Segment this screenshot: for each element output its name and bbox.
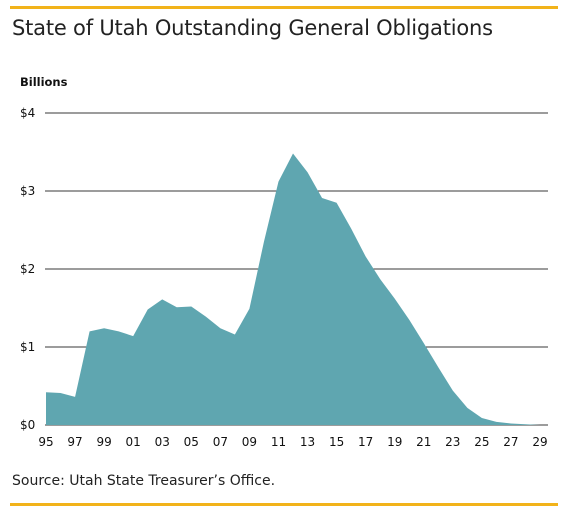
x-tick-label: 03: [155, 435, 170, 449]
x-tick-label: 11: [271, 435, 286, 449]
y-tick-label: $1: [20, 340, 35, 354]
x-tick-label: 27: [503, 435, 518, 449]
x-tick-label: 17: [358, 435, 373, 449]
x-tick-label: 09: [242, 435, 257, 449]
x-tick-label: 01: [126, 435, 141, 449]
source-note: Source: Utah State Treasurer’s Office.: [12, 473, 276, 489]
x-tick-label: 15: [329, 435, 344, 449]
x-tick-label: 97: [67, 435, 82, 449]
y-tick-label: $2: [20, 262, 35, 276]
x-tick-label: 19: [387, 435, 402, 449]
y-tick-label: $3: [20, 184, 35, 198]
x-tick-label: 29: [532, 435, 547, 449]
x-tick-label: 95: [38, 435, 53, 449]
top-accent-rule: [10, 6, 558, 9]
y-tick-label: $0: [20, 418, 35, 432]
x-tick-label: 21: [416, 435, 431, 449]
area-series: [46, 153, 540, 425]
chart-title: State of Utah Outstanding General Obliga…: [12, 16, 493, 40]
y-axis-label: Billions: [20, 75, 68, 89]
x-tick-label: 99: [96, 435, 111, 449]
x-tick-label: 07: [213, 435, 228, 449]
x-tick-label: 25: [474, 435, 489, 449]
x-tick-label: 23: [445, 435, 460, 449]
x-tick-label: 13: [300, 435, 315, 449]
y-tick-label: $4: [20, 106, 35, 120]
x-tick-label: 05: [184, 435, 199, 449]
bottom-accent-rule: [10, 503, 558, 506]
